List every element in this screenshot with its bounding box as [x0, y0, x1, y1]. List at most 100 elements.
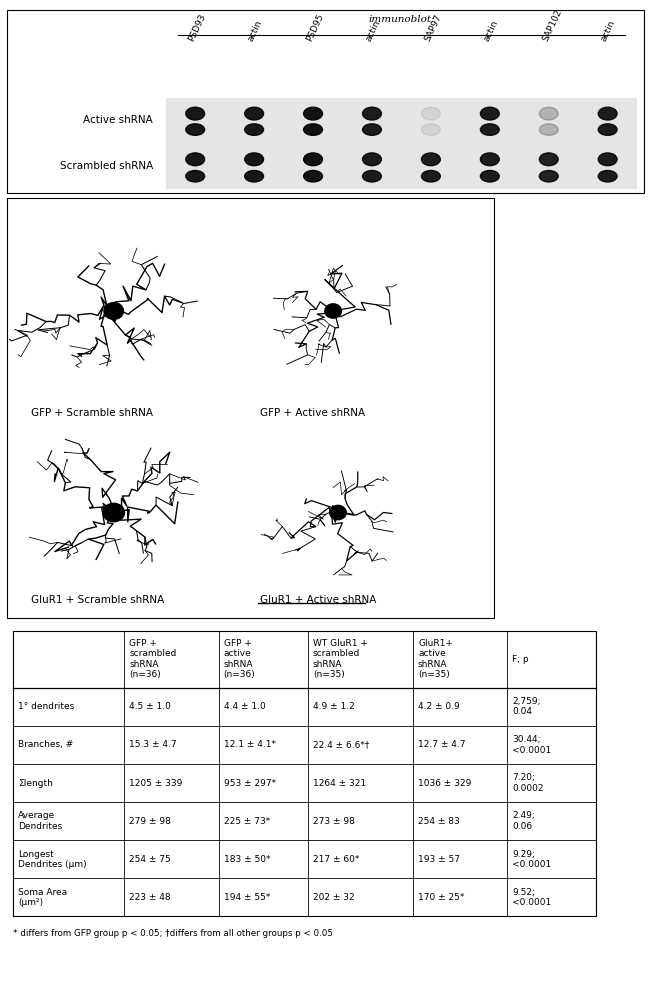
Bar [519, 98, 578, 189]
Bar [343, 98, 402, 189]
Ellipse shape [480, 108, 499, 120]
Ellipse shape [598, 171, 617, 182]
Text: Σlength: Σlength [18, 779, 53, 787]
Text: 217 ± 60*: 217 ± 60* [313, 855, 359, 864]
Text: 4.9 ± 1.2: 4.9 ± 1.2 [313, 702, 355, 711]
Text: 12.7 ± 4.7: 12.7 ± 4.7 [418, 740, 465, 750]
Bar [283, 98, 343, 189]
Text: actin: actin [482, 19, 499, 42]
Ellipse shape [480, 153, 499, 166]
Text: 254 ± 75: 254 ± 75 [129, 855, 171, 864]
Circle shape [103, 503, 125, 522]
Ellipse shape [304, 153, 322, 166]
Ellipse shape [598, 124, 617, 135]
Ellipse shape [186, 171, 205, 182]
Text: 22.4 ± 6.6*†: 22.4 ± 6.6*† [313, 740, 369, 750]
Text: GFP + Active shRNA: GFP + Active shRNA [260, 408, 365, 418]
Ellipse shape [540, 153, 558, 166]
Text: Scrambled shRNA: Scrambled shRNA [60, 161, 153, 171]
Text: GFP +
scrambled
shRNA
(n=36): GFP + scrambled shRNA (n=36) [129, 639, 177, 680]
Bar [13, 630, 596, 917]
Ellipse shape [421, 171, 440, 182]
Text: 193 ± 57: 193 ± 57 [418, 855, 460, 864]
Ellipse shape [186, 108, 205, 120]
Text: 4.2 ± 0.9: 4.2 ± 0.9 [418, 702, 460, 711]
Ellipse shape [421, 124, 440, 135]
Text: Soma Area
(μm²): Soma Area (μm²) [18, 887, 67, 907]
Text: 9.29;
<0.0001: 9.29; <0.0001 [512, 850, 552, 868]
Text: 223 ± 48: 223 ± 48 [129, 893, 171, 902]
Text: WT GluR1 +
scrambled
shRNA
(n=35): WT GluR1 + scrambled shRNA (n=35) [313, 639, 368, 680]
Text: immunoblot:: immunoblot: [368, 16, 435, 25]
Ellipse shape [244, 108, 263, 120]
Ellipse shape [244, 171, 263, 182]
Text: actin: actin [599, 19, 618, 42]
Ellipse shape [363, 124, 382, 135]
Ellipse shape [540, 124, 558, 135]
Circle shape [104, 302, 124, 319]
Text: 1264 ± 321: 1264 ± 321 [313, 779, 366, 787]
Ellipse shape [304, 108, 322, 120]
Text: 254 ± 83: 254 ± 83 [418, 817, 460, 826]
Ellipse shape [186, 153, 205, 166]
Ellipse shape [363, 171, 382, 182]
Bar [402, 98, 460, 189]
Ellipse shape [363, 108, 382, 120]
Ellipse shape [186, 124, 205, 135]
Text: 15.3 ± 4.7: 15.3 ± 4.7 [129, 740, 177, 750]
Text: Active shRNA: Active shRNA [83, 116, 153, 125]
Ellipse shape [244, 153, 263, 166]
Text: * differs from GFP group p < 0.05; †differs from all other groups p < 0.05: * differs from GFP group p < 0.05; †diff… [13, 929, 333, 939]
Text: 1205 ± 339: 1205 ± 339 [129, 779, 183, 787]
Text: 202 ± 32: 202 ± 32 [313, 893, 354, 902]
Text: PSD95: PSD95 [305, 12, 326, 42]
Text: PSD93: PSD93 [187, 12, 208, 42]
Text: 2.49;
0.06: 2.49; 0.06 [512, 811, 535, 831]
Text: GluR1+
active
shRNA
(n=35): GluR1+ active shRNA (n=35) [418, 639, 453, 680]
Text: GFP + Scramble shRNA: GFP + Scramble shRNA [31, 408, 153, 418]
Text: 30.44;
<0.0001: 30.44; <0.0001 [512, 735, 552, 755]
Text: Branches, #: Branches, # [18, 740, 73, 750]
Ellipse shape [598, 153, 617, 166]
Text: 1036 ± 329: 1036 ± 329 [418, 779, 471, 787]
Text: 4.4 ± 1.0: 4.4 ± 1.0 [224, 702, 265, 711]
Ellipse shape [244, 124, 263, 135]
Text: GFP +
active
shRNA
(n=36): GFP + active shRNA (n=36) [224, 639, 255, 680]
Text: 225 ± 73*: 225 ± 73* [224, 817, 270, 826]
Ellipse shape [480, 124, 499, 135]
Text: 1° dendrites: 1° dendrites [18, 702, 74, 711]
Text: GluR1 + Scramble shRNA: GluR1 + Scramble shRNA [31, 595, 164, 605]
Ellipse shape [421, 108, 440, 120]
Ellipse shape [540, 171, 558, 182]
Text: SAP97: SAP97 [422, 13, 443, 42]
Text: 273 ± 98: 273 ± 98 [313, 817, 355, 826]
Ellipse shape [480, 171, 499, 182]
Circle shape [330, 506, 346, 520]
Text: 9.52;
<0.0001: 9.52; <0.0001 [512, 887, 552, 907]
Text: 183 ± 50*: 183 ± 50* [224, 855, 270, 864]
Bar [578, 98, 637, 189]
Ellipse shape [304, 124, 322, 135]
Ellipse shape [363, 153, 382, 166]
Text: SAP102: SAP102 [541, 8, 564, 42]
Text: 4.5 ± 1.0: 4.5 ± 1.0 [129, 702, 172, 711]
Ellipse shape [304, 171, 322, 182]
Text: 279 ± 98: 279 ± 98 [129, 817, 172, 826]
Text: 7.20;
0.0002: 7.20; 0.0002 [512, 774, 544, 792]
Text: Average
Dendrites: Average Dendrites [18, 811, 62, 831]
Text: actin: actin [364, 19, 382, 42]
Circle shape [325, 304, 341, 318]
Ellipse shape [421, 153, 440, 166]
Text: 12.1 ± 4.1*: 12.1 ± 4.1* [224, 740, 276, 750]
Ellipse shape [540, 108, 558, 120]
Bar [460, 98, 519, 189]
Bar [225, 98, 283, 189]
Text: 2,759;
0.04: 2,759; 0.04 [512, 698, 541, 716]
Text: 194 ± 55*: 194 ± 55* [224, 893, 270, 902]
Text: actin: actin [246, 19, 264, 42]
Bar [166, 98, 225, 189]
Text: Longest
Dendrites (μm): Longest Dendrites (μm) [18, 850, 86, 868]
Ellipse shape [598, 108, 617, 120]
Text: F; p: F; p [512, 655, 529, 664]
Text: GluR1 + Active shRNA: GluR1 + Active shRNA [260, 595, 376, 605]
